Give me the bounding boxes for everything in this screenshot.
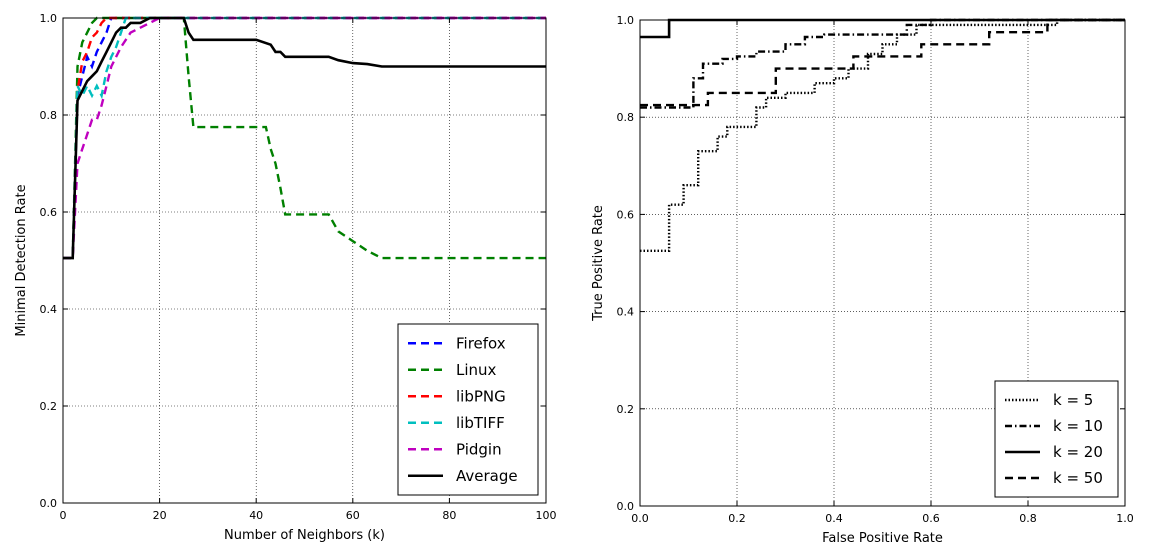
legend-label: k = 20 xyxy=(1053,443,1103,461)
series-line-k-50 xyxy=(640,18,1125,107)
x-tick-label: 1.0 xyxy=(1116,512,1134,525)
x-tick-label: 0.6 xyxy=(922,512,940,525)
y-tick-label: 0.2 xyxy=(617,403,635,416)
legend: Firefox Linux libPNG libTIFF Pidgin Average xyxy=(397,323,539,496)
chart-panel-1: 0 20 40 60 80 100 0.0 0.2 0.4 0.6 0.8 1.0 Number of … xyxy=(14,12,557,543)
x-tick-label: 0.0 xyxy=(631,512,649,525)
y-tick-label: 0.8 xyxy=(40,109,58,122)
x-tick-label: 80 xyxy=(442,509,456,522)
legend-label: Average xyxy=(456,467,518,485)
x-tick-label: 0.4 xyxy=(825,512,843,525)
chart-panel-2: 0.0 0.2 0.4 0.6 0.8 1.0 0.0 0.2 0.4 0.6 0.8 1.0 Fals… xyxy=(591,14,1134,546)
x-tick-label: 0 xyxy=(60,509,67,522)
legend-label: Firefox xyxy=(456,334,506,352)
x-tick-label: 20 xyxy=(153,509,167,522)
legend-label: k = 50 xyxy=(1053,469,1103,487)
y-tick-label: 0.0 xyxy=(40,497,58,510)
x-axis-label: False Positive Rate xyxy=(822,531,943,546)
legend-label: k = 10 xyxy=(1053,417,1103,435)
x-tick-label: 40 xyxy=(249,509,263,522)
y-tick-label: 1.0 xyxy=(40,12,58,25)
y-tick-label: 0.6 xyxy=(617,208,635,221)
x-tick-label: 0.8 xyxy=(1019,512,1037,525)
series-line-pidgin xyxy=(63,16,546,260)
y-axis-label: Minimal Detection Rate xyxy=(14,184,29,336)
y-axis-label: True Positive Rate xyxy=(591,205,606,322)
legend: k = 5 k = 10 k = 20 k = 50 xyxy=(994,380,1119,498)
y-tick-label: 0.0 xyxy=(617,500,635,513)
series-line-k-10 xyxy=(640,18,1125,109)
y-tick-label: 1.0 xyxy=(617,14,635,27)
axes-frame xyxy=(62,17,547,504)
legend-label: libPNG xyxy=(456,387,506,405)
y-tick-label: 0.2 xyxy=(40,400,58,413)
legend-label: Linux xyxy=(456,361,497,379)
legend-label: k = 5 xyxy=(1053,391,1093,409)
x-tick-label: 100 xyxy=(536,509,557,522)
axes-frame xyxy=(639,19,1126,507)
y-tick-label: 0.4 xyxy=(617,306,635,319)
legend-box xyxy=(397,323,539,496)
x-tick-label: 0.2 xyxy=(728,512,746,525)
x-axis-label: Number of Neighbors (k) xyxy=(224,528,385,543)
y-tick-label: 0.8 xyxy=(617,111,635,124)
legend-label: libTIFF xyxy=(456,414,505,432)
legend-label: Pidgin xyxy=(456,440,502,458)
y-tick-label: 0.4 xyxy=(40,303,58,316)
x-tick-label: 60 xyxy=(346,509,360,522)
series-line-libtiff xyxy=(63,16,546,260)
y-tick-label: 0.6 xyxy=(40,206,58,219)
